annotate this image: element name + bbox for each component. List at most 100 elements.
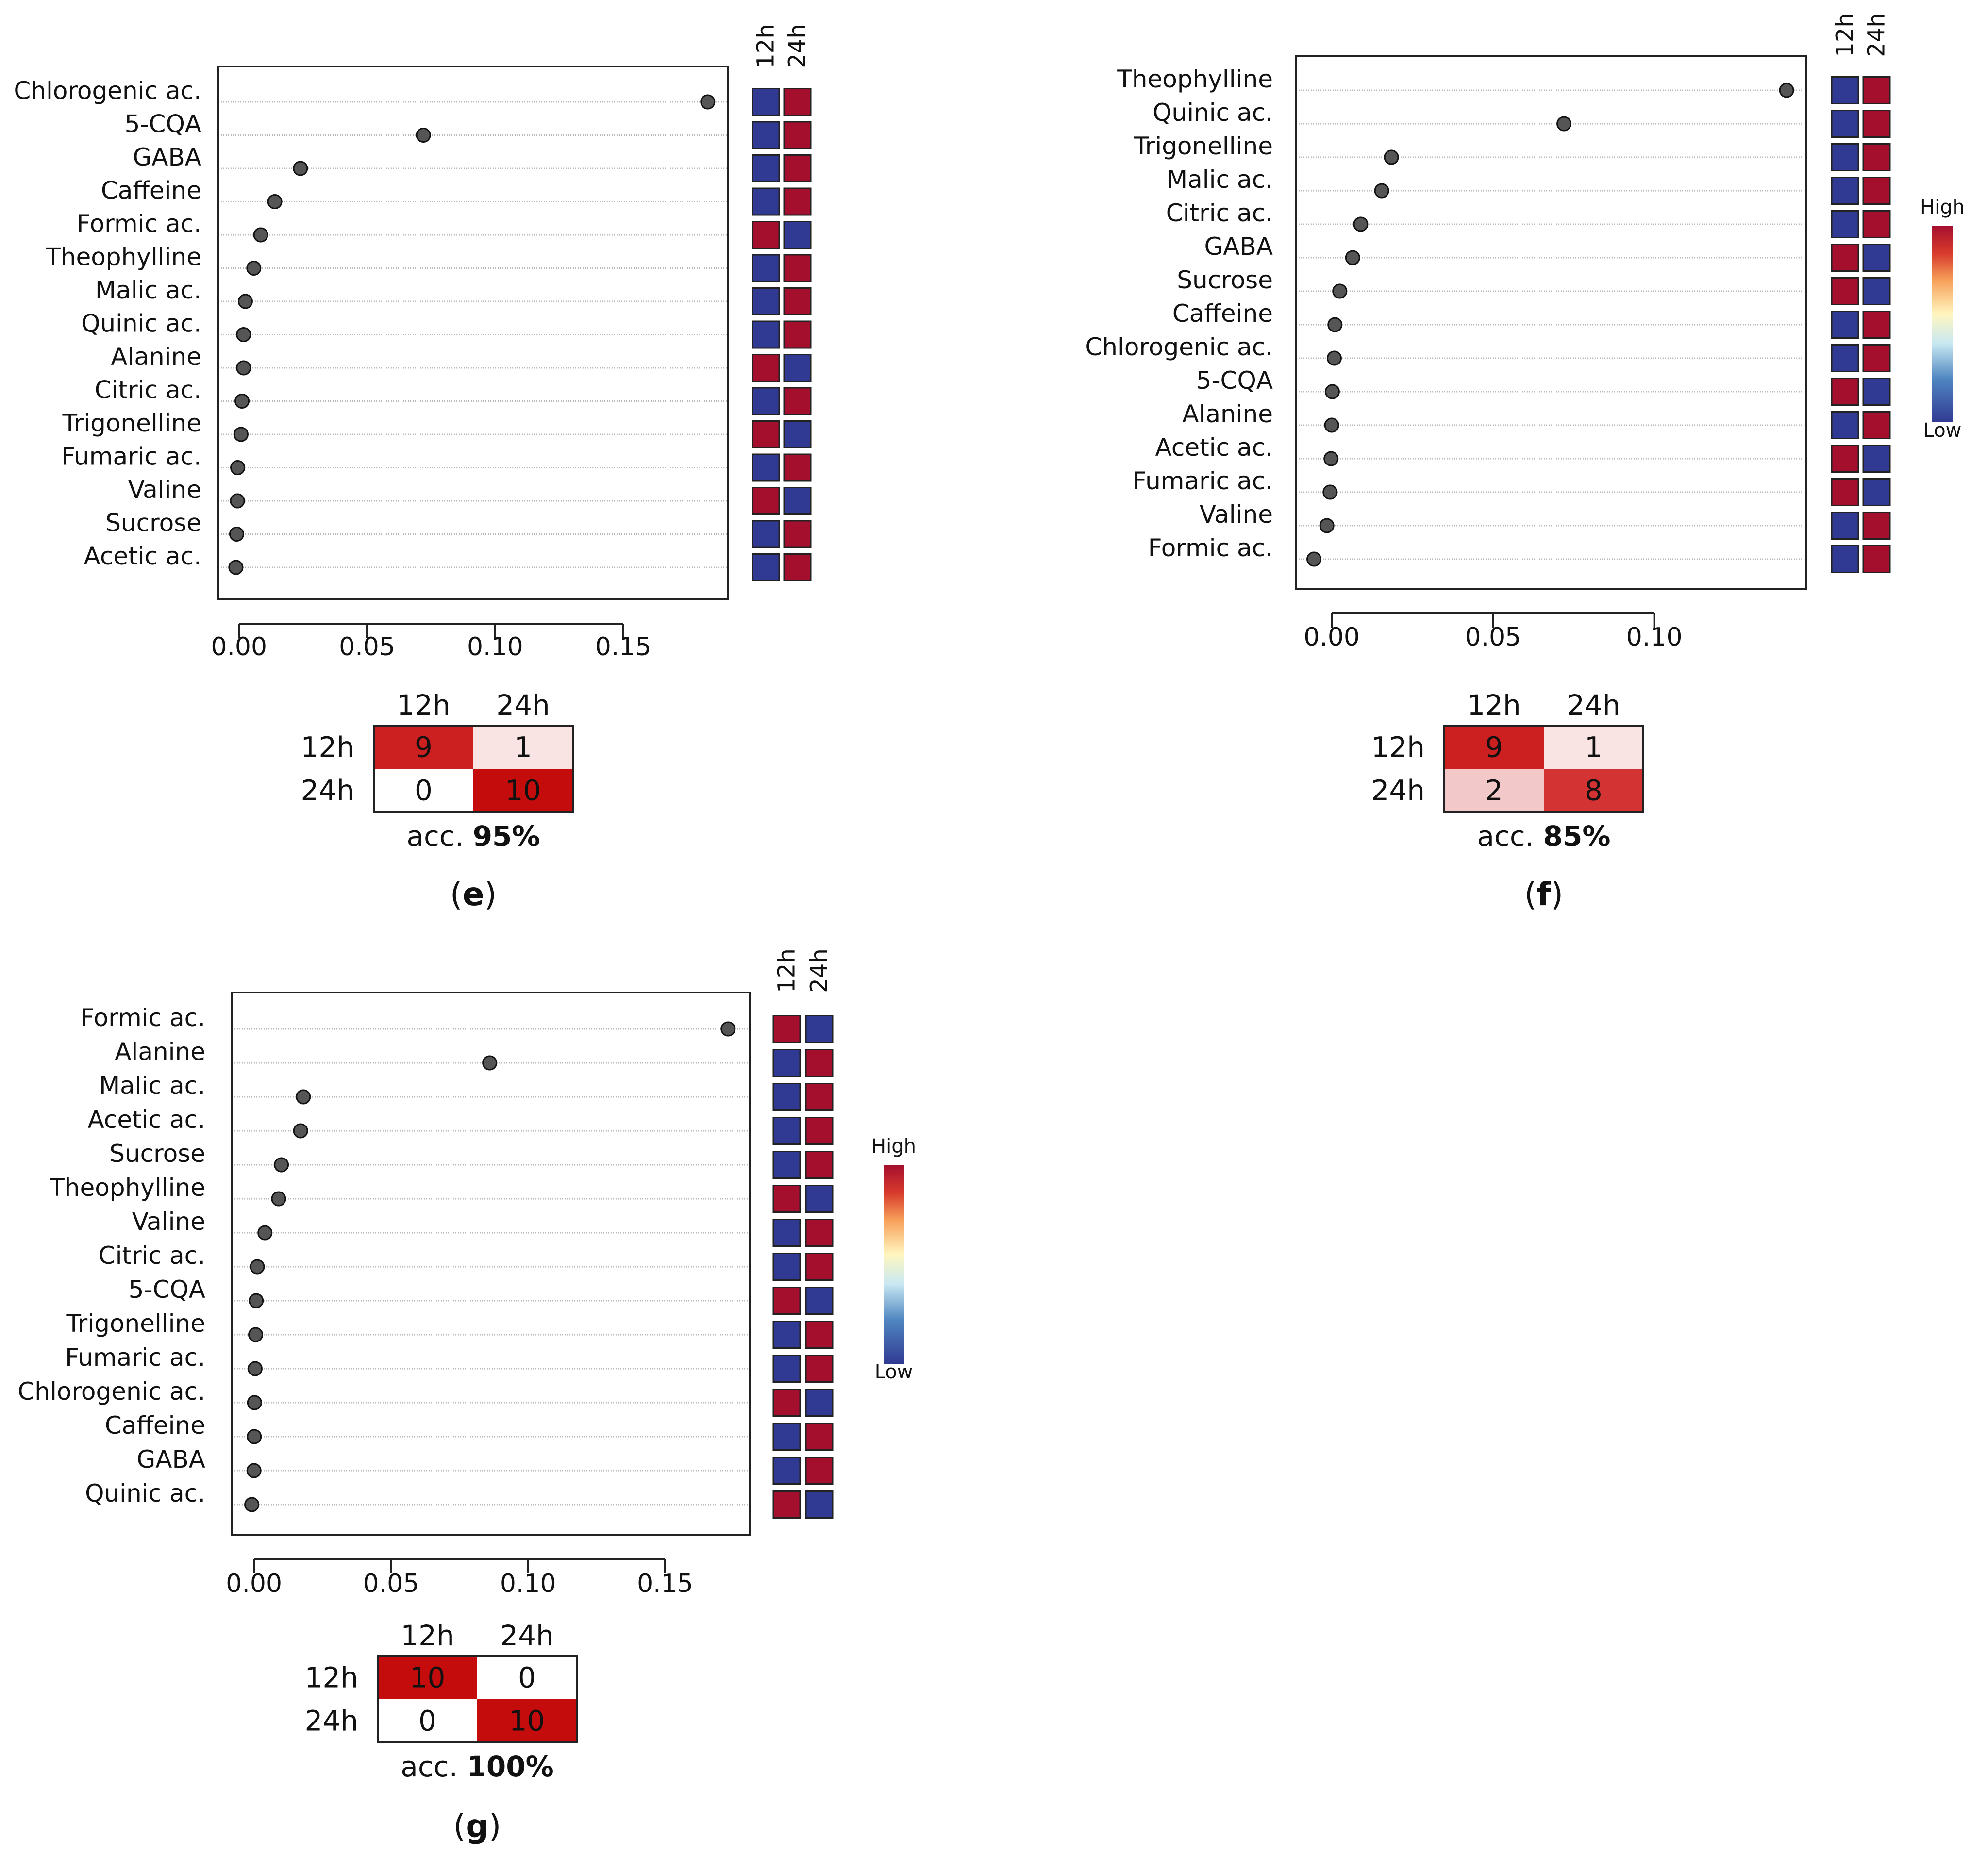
metabolite-label: Fumaric ac. [61,443,201,471]
heat-cell [1862,311,1891,339]
metabolite-label: Caffeine [101,177,201,205]
heat-cell [1862,143,1891,171]
confusion-col-label: 24h [1567,689,1620,722]
heat-cell [752,287,780,315]
importance-point [246,261,262,276]
heat-cell [772,1355,801,1383]
accuracy-value: 100% [467,1750,554,1783]
importance-point [1353,216,1369,232]
metabolite-label: 5-CQA [125,110,201,138]
metabolite-label: Malic ac. [95,276,201,304]
x-tick-label: 0.10 [467,632,523,662]
accuracy-text: acc. 100% [401,1750,553,1783]
confusion-cell-value: 8 [1585,774,1603,807]
heat-cell [1862,177,1891,205]
metabolite-label: 5-CQA [129,1275,205,1304]
heat-cell [783,88,812,116]
heat-cell [772,1287,801,1315]
heat-cell [783,520,812,548]
heat-cell [1831,110,1859,138]
heat-cell [783,354,812,382]
importance-point [236,327,251,342]
plot-frame [231,992,751,1536]
metabolite-label: Quinic ac. [1153,99,1273,127]
heat-column-label: 24h [1863,13,1890,57]
accuracy-prefix: acc. [1477,820,1543,853]
importance-point [1345,250,1360,265]
panel-paren: ) [1551,876,1563,913]
heat-cell [783,553,812,581]
confusion-cell-value: 0 [418,1705,436,1738]
heat-column-label: 12h [752,24,780,68]
metabolite-label: GABA [137,1445,205,1474]
heat-cell [1862,411,1891,439]
heat-cell [1831,411,1859,439]
metabolite-label: Valine [132,1208,205,1236]
panel-paren: ( [450,876,463,913]
metabolite-label: Acetic ac. [88,1106,205,1134]
heat-cell [1862,110,1891,138]
heat-cell [752,154,780,182]
heat-cell [805,1049,834,1077]
panel-paren: ( [1524,876,1537,913]
panel-label: (f) [1524,876,1563,913]
importance-point [293,1123,308,1139]
confusion-cell-value: 10 [410,1661,446,1694]
heat-cell [752,453,780,482]
heat-cell [805,1253,834,1281]
importance-point [228,560,244,575]
confusion-cell-value: 10 [505,774,541,807]
heat-cell [772,1457,801,1485]
x-tick-label: 0.00 [226,1569,282,1598]
importance-point [416,128,431,143]
importance-point [1306,551,1322,567]
confusion-col-label: 12h [401,1619,454,1652]
confusion-cell-value: 0 [518,1661,536,1694]
confusion-cell-value: 2 [1485,774,1503,807]
heat-cell [772,1117,801,1145]
confusion-cell-value: 1 [1585,731,1603,764]
heat-cell [752,88,780,116]
importance-point [230,493,245,509]
legend-low-label: Low [875,1361,913,1383]
importance-point [720,1021,736,1037]
importance-point [233,427,249,442]
accuracy-text: acc. 95% [406,820,540,853]
metabolite-label: Fumaric ac. [65,1343,205,1372]
heat-cell [772,1015,801,1043]
confusion-cell [378,1699,477,1742]
confusion-cell-value: 0 [415,774,433,807]
heat-cell [783,187,812,216]
metabolite-label: Fumaric ac. [1133,467,1273,495]
importance-point [229,527,244,542]
heat-cell [772,1423,801,1451]
heat-cell [805,1151,834,1179]
panel-e: Chlorogenic ac. 5-CQA GABA Caffeine Formic a… [14,24,812,913]
confusion-cell-value: 10 [509,1705,545,1738]
accuracy-prefix: acc. [406,820,472,853]
importance-point [1374,183,1389,199]
heat-cell [1831,76,1859,104]
importance-point [237,294,253,309]
heat-cell [1831,311,1859,339]
importance-point [1326,350,1342,366]
panel-letter: e [463,876,484,913]
confusion-col-label: 24h [496,689,550,722]
heat-cell [1831,177,1859,205]
heat-cell [1831,244,1859,272]
confusion-cell [1444,769,1544,812]
heat-cell [805,1490,834,1519]
heat-cell [1831,344,1859,372]
importance-point [230,460,246,475]
accuracy-value: 85% [1543,820,1611,853]
heat-cell [805,1083,834,1111]
metabolite-label: Chlorogenic ac. [14,77,201,105]
confusion-cell-value: 9 [415,731,433,764]
importance-point [236,360,251,376]
plot-frame [1295,55,1807,590]
heat-cell [752,553,780,581]
accuracy-prefix: acc. [401,1750,467,1783]
heat-cell [805,1185,834,1213]
metabolite-label: Caffeine [1172,299,1273,328]
color-legend-bar [1932,226,1953,422]
